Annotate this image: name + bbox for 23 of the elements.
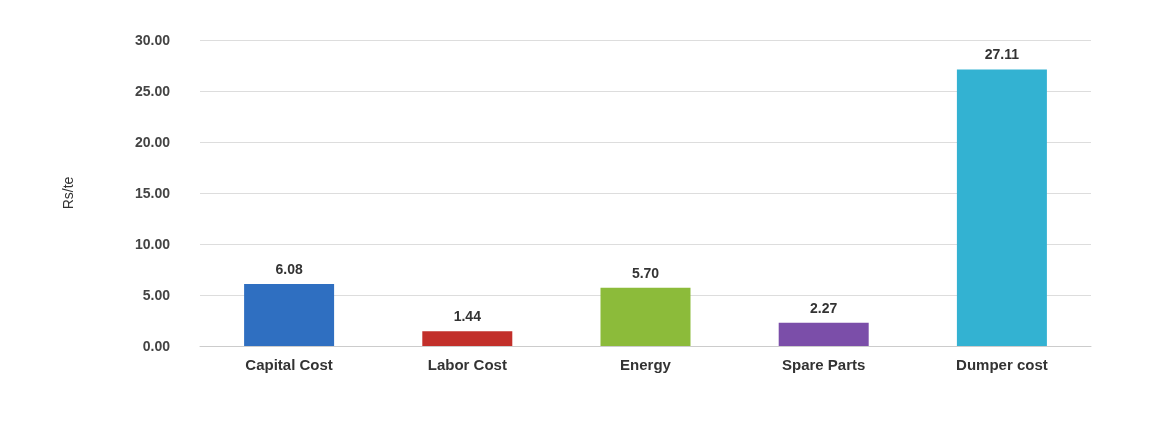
data-label: 2.27: [810, 299, 838, 316]
y-tick-label: 5.00: [142, 287, 171, 303]
y-tick-label: 0.00: [142, 338, 171, 354]
y-axis-title: Rs/te: [60, 176, 76, 210]
bar: [956, 69, 1047, 346]
data-label: 5.70: [631, 264, 660, 281]
bar: [244, 283, 335, 346]
data-label: 27.11: [984, 46, 1020, 63]
y-tick-label: 15.00: [134, 185, 171, 201]
x-tick-label: Dumper cost: [956, 355, 1048, 373]
y-tick-label: 25.00: [134, 83, 171, 99]
x-tick-label: Capital Cost: [245, 355, 333, 373]
y-tick-label: 20.00: [134, 134, 171, 150]
y-tick-label: 30.00: [134, 32, 171, 48]
bar: [778, 322, 869, 346]
data-label: 1.44: [453, 308, 482, 325]
data-label: 6.08: [275, 260, 303, 277]
x-tick-label: Labor Cost: [427, 355, 507, 373]
bar: [600, 287, 691, 346]
y-tick-label: 10.00: [134, 236, 171, 252]
x-tick-label: Spare Parts: [782, 355, 866, 373]
bar: [422, 331, 513, 346]
x-tick-label: Energy: [620, 355, 672, 373]
